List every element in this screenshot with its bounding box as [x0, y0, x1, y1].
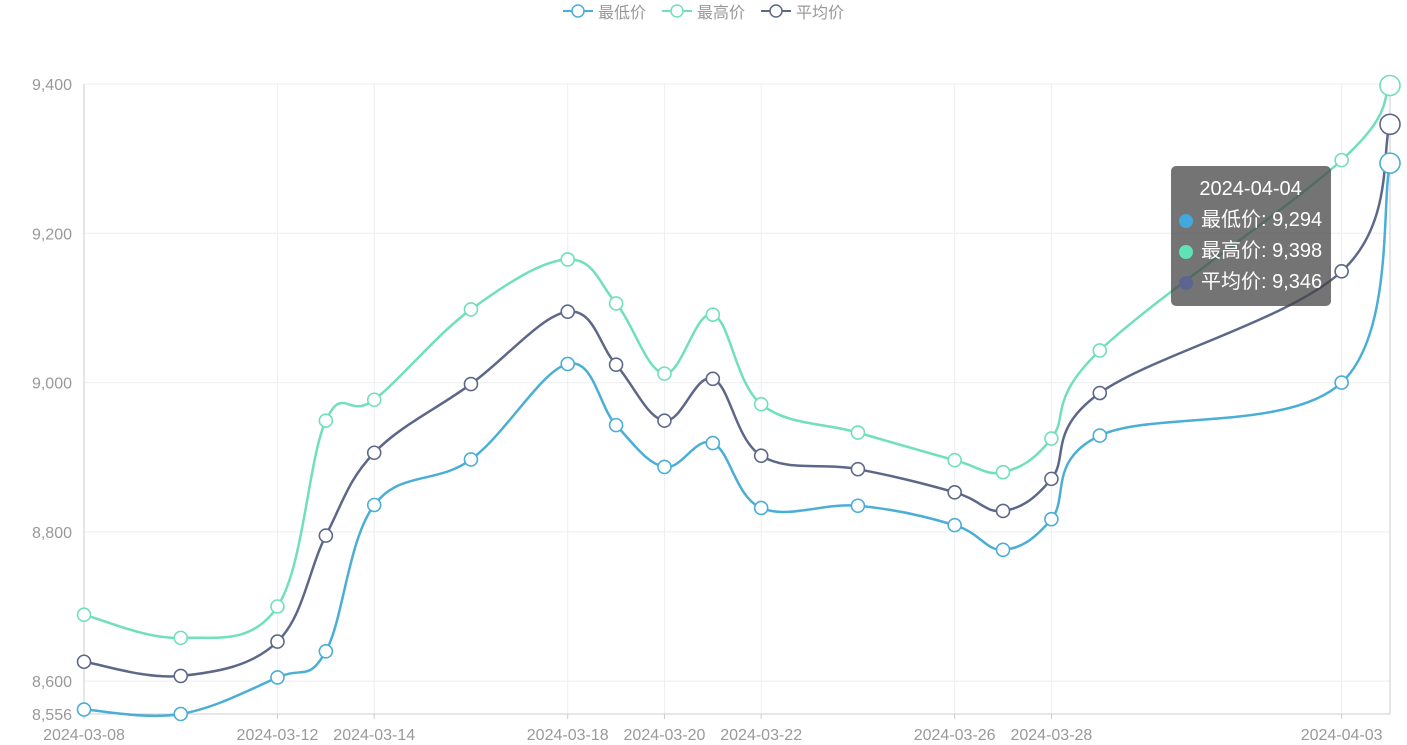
legend: 最低价 最高价 平均价 — [0, 0, 1407, 22]
x-tick-label: 2024-03-20 — [624, 727, 706, 744]
x-tick-label: 2024-03-26 — [914, 727, 996, 744]
data-point[interactable] — [705, 371, 721, 387]
data-point[interactable] — [366, 392, 382, 408]
tooltip-row-avg: 平均价: 9,346 — [1179, 267, 1322, 298]
data-point[interactable] — [560, 356, 576, 372]
legend-avg-symbol-icon — [761, 4, 791, 18]
x-tick-label: 2024-03-22 — [720, 727, 802, 744]
y-tick-label: 8,556 — [32, 707, 72, 724]
data-point[interactable] — [657, 413, 672, 428]
data-point[interactable] — [1092, 385, 1108, 401]
legend-item-high[interactable]: 最高价 — [661, 0, 745, 23]
data-point[interactable] — [173, 630, 189, 646]
data-point[interactable] — [463, 302, 479, 317]
data-point[interactable] — [318, 413, 334, 428]
data-point[interactable] — [1044, 431, 1059, 446]
data-point[interactable] — [995, 542, 1011, 558]
data-point[interactable] — [657, 459, 672, 475]
tooltip-high-text: 最高价: 9,398 — [1201, 240, 1323, 262]
point-layer — [76, 74, 1401, 722]
data-point[interactable] — [753, 396, 769, 412]
data-point[interactable] — [1334, 264, 1349, 279]
tooltip-dot-low — [1179, 213, 1193, 228]
data-point[interactable] — [1092, 428, 1108, 443]
x-tick-label: 2024-03-18 — [527, 727, 609, 744]
x-tick-label: 2024-03-12 — [237, 727, 319, 744]
data-point[interactable] — [995, 503, 1011, 519]
data-point[interactable] — [1334, 375, 1349, 390]
data-point[interactable] — [1092, 343, 1108, 358]
data-point[interactable] — [947, 485, 962, 500]
data-point[interactable] — [947, 517, 962, 533]
tooltip-title: 2024-04-04 — [1199, 178, 1302, 200]
data-point[interactable] — [850, 425, 866, 440]
x-tick-label: 2024-03-14 — [333, 727, 415, 744]
x-tick-label: 2024-04-03 — [1301, 727, 1383, 744]
data-point[interactable] — [753, 448, 769, 464]
legend-high-label: 最高价 — [696, 5, 745, 22]
legend-high-symbol-icon — [661, 4, 692, 18]
y-tick-label: 9,200 — [32, 226, 72, 243]
data-point[interactable] — [1334, 152, 1349, 168]
data-point[interactable] — [560, 304, 576, 319]
data-point[interactable] — [318, 528, 334, 543]
data-point[interactable] — [270, 599, 285, 614]
data-point[interactable] — [270, 634, 285, 649]
series-line-2 — [83, 123, 1392, 678]
data-point[interactable] — [608, 296, 624, 311]
data-point[interactable] — [1044, 471, 1059, 487]
data-point[interactable] — [850, 461, 866, 477]
data-point[interactable] — [366, 497, 382, 513]
y-tick-label: 8,800 — [32, 525, 72, 542]
tooltip: 2024-04-04 最低价: 9,294 最高价: 9,398 平均价: 9,… — [1171, 166, 1332, 306]
data-point[interactable] — [463, 376, 479, 392]
data-point[interactable] — [608, 417, 624, 433]
data-point[interactable] — [753, 500, 769, 516]
data-point[interactable] — [463, 452, 479, 467]
data-point[interactable] — [270, 670, 285, 685]
data-point[interactable] — [560, 252, 576, 267]
data-point[interactable] — [76, 607, 92, 623]
data-point[interactable] — [173, 706, 189, 722]
data-point[interactable] — [76, 654, 92, 670]
data-point[interactable] — [76, 702, 92, 717]
data-point[interactable] — [608, 357, 624, 372]
data-point[interactable] — [657, 366, 672, 381]
tooltip-row-high: 最高价: 9,398 — [1179, 236, 1322, 267]
legend-avg-label: 平均价 — [796, 5, 845, 22]
legend-item-low[interactable]: 最低价 — [562, 0, 646, 23]
tooltip-row-low: 最低价: 9,294 — [1179, 205, 1322, 236]
data-point[interactable] — [995, 464, 1011, 480]
data-point[interactable] — [366, 445, 382, 461]
legend-low-label: 最低价 — [597, 5, 646, 22]
data-point[interactable] — [1379, 74, 1401, 97]
y-tick-label: 9,000 — [32, 376, 72, 393]
series-line-1 — [83, 84, 1392, 640]
y-tick-label: 9,400 — [32, 77, 72, 94]
tooltip-dot-high — [1179, 244, 1193, 259]
tooltip-low-text: 最低价: 9,294 — [1201, 209, 1323, 231]
tooltip-avg-text: 平均价: 9,346 — [1201, 271, 1323, 293]
data-point[interactable] — [705, 435, 721, 451]
x-tick-label: 2024-03-08 — [43, 727, 125, 744]
legend-item-avg[interactable]: 平均价 — [761, 0, 844, 23]
y-tick-label: 8,600 — [32, 674, 72, 691]
data-point[interactable] — [850, 498, 866, 514]
tooltip-dot-avg — [1179, 275, 1193, 290]
data-point[interactable] — [1044, 511, 1059, 527]
x-tick-label: 2024-03-28 — [1010, 727, 1092, 744]
data-point[interactable] — [318, 643, 334, 659]
legend-low-symbol-icon — [562, 4, 593, 18]
data-point[interactable] — [1379, 152, 1401, 174]
data-point[interactable] — [705, 307, 721, 322]
axis-layer: 8,556 8,600 8,800 9,000 9,200 9,400 2024-03-08… — [32, 77, 1391, 744]
data-point[interactable] — [947, 452, 962, 468]
data-point[interactable] — [173, 668, 189, 684]
data-point[interactable] — [1379, 113, 1401, 136]
